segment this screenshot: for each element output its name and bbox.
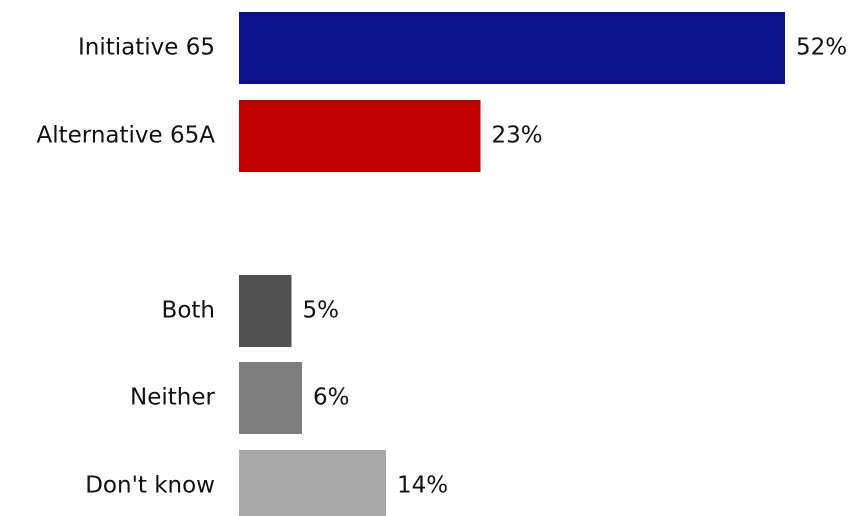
value-label-neither: 6% <box>313 385 350 411</box>
category-label-alternative-65a: Alternative 65A <box>37 123 216 149</box>
category-label-neither: Neither <box>130 385 215 411</box>
category-label-both: Both <box>162 298 215 324</box>
value-label-both: 5% <box>303 298 340 324</box>
bar-both <box>239 275 292 347</box>
value-label-initiative-65: 52% <box>796 35 847 61</box>
category-labels-group: Initiative 65 Alternative 65A Both Neither D… <box>37 35 216 499</box>
category-label-initiative-65: Initiative 65 <box>78 35 215 61</box>
bar-alternative-65a <box>239 100 481 172</box>
value-label-alternative-65a: 23% <box>492 123 543 149</box>
category-label-don-t-know: Don't know <box>85 473 215 499</box>
bar-initiative-65 <box>239 12 785 84</box>
bar-neither <box>239 362 302 434</box>
bar-don-t-know <box>239 450 386 516</box>
value-label-don-t-know: 14% <box>397 473 448 499</box>
bars-group <box>239 12 785 516</box>
value-labels-group: 52% 23% 5% 6% 14% <box>303 35 848 499</box>
